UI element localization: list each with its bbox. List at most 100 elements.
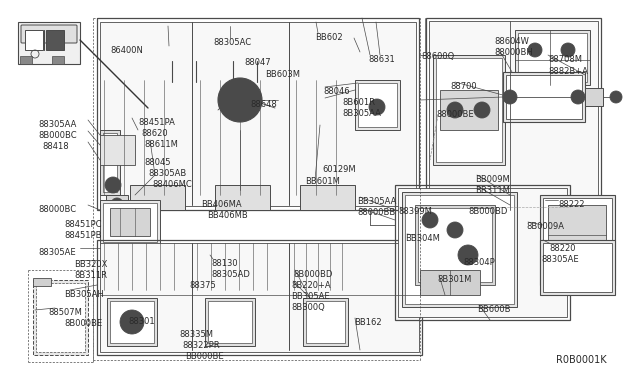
Bar xyxy=(358,83,397,127)
Text: BB311M: BB311M xyxy=(475,186,510,195)
Bar xyxy=(518,33,587,82)
Bar xyxy=(100,200,160,245)
Text: BB000BE: BB000BE xyxy=(185,352,223,361)
Bar xyxy=(543,243,612,292)
Bar xyxy=(415,205,495,285)
Bar xyxy=(540,240,615,295)
Bar xyxy=(405,195,514,304)
Bar xyxy=(25,30,43,50)
Text: BB603M: BB603M xyxy=(265,70,300,79)
Text: 88305AE: 88305AE xyxy=(541,255,579,264)
Circle shape xyxy=(571,90,585,104)
Bar xyxy=(440,90,498,130)
Bar xyxy=(503,72,585,122)
Text: 88406MC: 88406MC xyxy=(152,180,192,189)
Text: 86400N: 86400N xyxy=(110,46,143,55)
Text: 88507M: 88507M xyxy=(48,308,82,317)
Text: 8B0009A: 8B0009A xyxy=(526,222,564,231)
Bar xyxy=(548,205,606,265)
Bar xyxy=(420,270,480,295)
Bar xyxy=(402,192,517,307)
Text: 88611M: 88611M xyxy=(144,140,178,149)
Text: 88620: 88620 xyxy=(141,129,168,138)
Text: 8B300Q: 8B300Q xyxy=(291,303,324,312)
Text: 88700: 88700 xyxy=(450,82,477,91)
Bar xyxy=(107,298,157,346)
Text: 88708M: 88708M xyxy=(548,55,582,64)
Text: 88305AA: 88305AA xyxy=(38,120,76,129)
Text: 88000BE: 88000BE xyxy=(436,110,474,119)
Bar xyxy=(130,185,185,210)
Bar xyxy=(355,80,400,130)
Bar xyxy=(46,30,64,50)
Text: 88046: 88046 xyxy=(323,87,349,96)
Circle shape xyxy=(105,177,121,193)
Bar xyxy=(395,185,570,320)
Bar xyxy=(436,58,502,162)
Bar xyxy=(506,75,582,119)
Bar xyxy=(398,188,567,317)
Text: BB601M: BB601M xyxy=(305,177,340,186)
Text: 88047: 88047 xyxy=(244,58,271,67)
Text: 88451PA: 88451PA xyxy=(138,118,175,127)
Text: 8B311R: 8B311R xyxy=(74,271,107,280)
Bar xyxy=(33,280,88,355)
Bar xyxy=(33,278,51,286)
Bar xyxy=(585,88,603,106)
Text: 8B601R: 8B601R xyxy=(342,98,375,107)
Circle shape xyxy=(447,222,463,238)
Text: 8882B+A: 8882B+A xyxy=(548,67,588,76)
Text: 88600Q: 88600Q xyxy=(421,52,454,61)
Bar xyxy=(540,195,615,285)
Bar xyxy=(543,198,612,282)
Bar xyxy=(215,185,270,210)
Text: 88220: 88220 xyxy=(549,244,575,253)
Bar xyxy=(166,29,200,58)
Bar xyxy=(426,18,601,218)
Text: 88305AB: 88305AB xyxy=(148,169,186,178)
Circle shape xyxy=(422,212,438,228)
Text: 88000BC: 88000BC xyxy=(38,205,76,214)
Text: R0B0001K: R0B0001K xyxy=(556,355,607,365)
Text: BB406MB: BB406MB xyxy=(207,211,248,220)
Text: 8B000BC: 8B000BC xyxy=(38,131,77,140)
Circle shape xyxy=(561,43,575,57)
Circle shape xyxy=(230,90,250,110)
Bar xyxy=(20,56,32,64)
Bar xyxy=(208,301,252,343)
Text: 88130: 88130 xyxy=(211,259,237,268)
Bar xyxy=(103,133,117,192)
Text: 88335M: 88335M xyxy=(179,330,213,339)
Text: BB305AA: BB305AA xyxy=(357,197,396,206)
Bar xyxy=(97,240,422,355)
Circle shape xyxy=(503,90,517,104)
Text: 88451PB: 88451PB xyxy=(64,231,102,240)
Text: BB600B: BB600B xyxy=(477,305,511,314)
Text: 88301: 88301 xyxy=(128,317,155,326)
Text: 88322PR: 88322PR xyxy=(182,341,220,350)
Text: 88631: 88631 xyxy=(368,55,395,64)
Bar xyxy=(303,298,348,346)
Text: 88000BB: 88000BB xyxy=(357,208,396,217)
Text: 88000BH: 88000BH xyxy=(494,48,532,57)
Bar xyxy=(100,22,416,206)
Circle shape xyxy=(528,43,542,57)
Text: BB602: BB602 xyxy=(315,33,342,42)
Text: 8B000BE: 8B000BE xyxy=(64,319,102,328)
Text: BB009M: BB009M xyxy=(475,175,509,184)
Text: 8B301M: 8B301M xyxy=(437,275,472,284)
Bar xyxy=(205,298,255,346)
Bar xyxy=(224,26,264,61)
Circle shape xyxy=(120,310,144,334)
Bar xyxy=(300,185,355,210)
FancyBboxPatch shape xyxy=(21,25,77,43)
Bar xyxy=(18,22,80,64)
Text: 88604W: 88604W xyxy=(494,37,529,46)
Bar xyxy=(100,130,120,195)
Bar xyxy=(97,18,419,210)
Text: 88418: 88418 xyxy=(42,142,68,151)
Circle shape xyxy=(126,316,138,328)
Text: BB406MA: BB406MA xyxy=(201,200,242,209)
Text: 88305AE: 88305AE xyxy=(38,248,76,257)
Text: BB305AH: BB305AH xyxy=(64,290,104,299)
